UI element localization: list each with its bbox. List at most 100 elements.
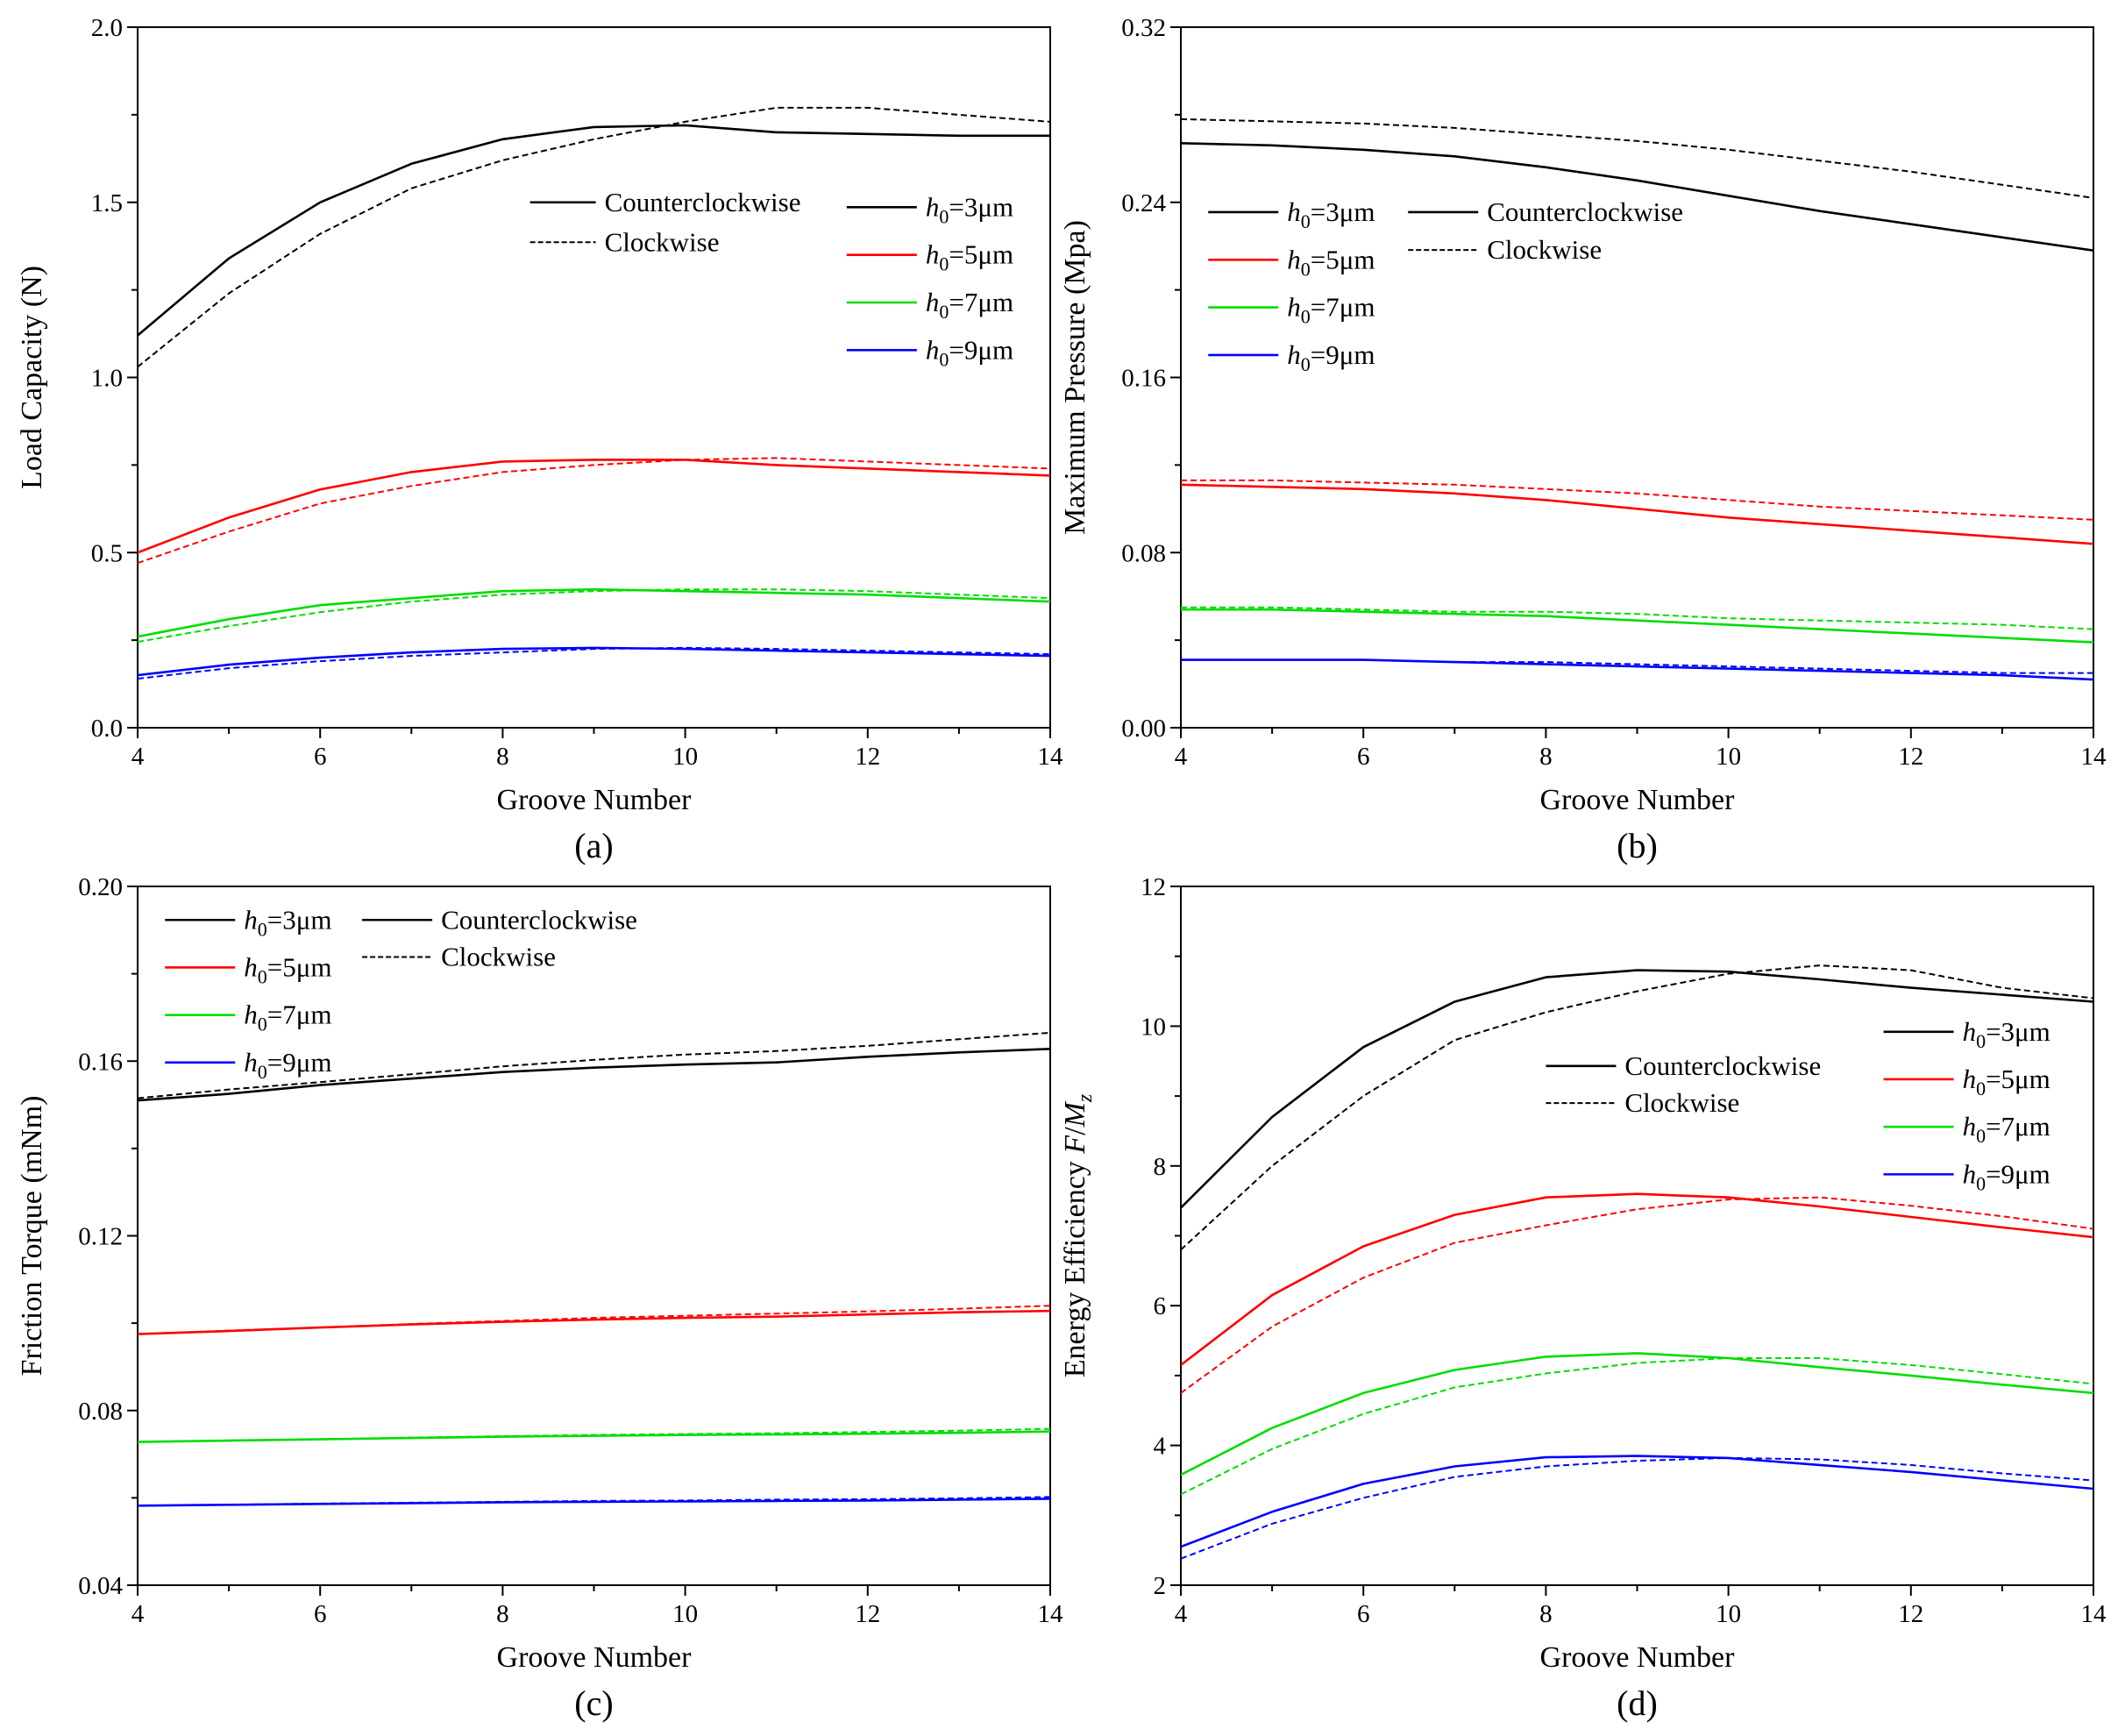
legend-entry-label: Clockwise xyxy=(441,941,556,971)
legend-var: h xyxy=(926,191,940,222)
legend-sub: 0 xyxy=(1976,1078,1986,1099)
y-tick-label: 10 xyxy=(1141,1013,1166,1041)
series-h0-5um-counterclockwise-line xyxy=(138,1309,1050,1335)
legend-sub: 0 xyxy=(258,918,267,940)
y-tick-label: 0.32 xyxy=(1121,14,1166,42)
legend-entry-label: h0=9μm xyxy=(244,1047,331,1083)
y-tick-label: 4 xyxy=(1154,1433,1167,1461)
series-h0-9um-counterclockwise-line xyxy=(1181,1455,2093,1548)
y-axis-title-sub: z xyxy=(1074,1093,1097,1103)
x-tick-label: 12 xyxy=(1898,743,1923,771)
legend-sub: 0 xyxy=(258,1014,267,1035)
legend-entry-label: h0=5μm xyxy=(926,239,1013,275)
series-h0-9um-clockwise-line xyxy=(138,646,1050,680)
x-tick-label: 6 xyxy=(314,1600,327,1628)
legend-entry-label: Clockwise xyxy=(1487,234,1602,265)
legend-var: h xyxy=(926,239,940,270)
series-h0-5um-counterclockwise-line xyxy=(1181,483,2093,545)
x-tick-label: 14 xyxy=(1038,1600,1064,1628)
y-tick-label: 0.16 xyxy=(1121,365,1166,393)
y-axis-title: Maximum Pressure (Mpa) xyxy=(1059,220,1091,535)
series-h0-5um-counterclockwise-line xyxy=(138,459,1050,554)
x-tick-label: 6 xyxy=(1357,743,1370,771)
y-tick-label: 12 xyxy=(1141,873,1166,901)
legend-var: h xyxy=(244,1000,258,1030)
legend-entry-label: Counterclockwise xyxy=(441,904,637,935)
legend-value: =3μm xyxy=(1986,1016,2050,1047)
legend-entry-label: h0=5μm xyxy=(1287,244,1375,280)
legend-value: =9μm xyxy=(267,1047,332,1078)
legend-sub: 0 xyxy=(1976,1172,1986,1194)
y-tick-label: 0.00 xyxy=(1121,715,1166,743)
x-tick-label: 6 xyxy=(1357,1600,1370,1628)
series-h0-5um-clockwise-line xyxy=(138,1305,1050,1335)
legend-var: h xyxy=(1287,244,1301,274)
legend-entry-label: h0=3μm xyxy=(926,191,1013,227)
legend-var: h xyxy=(244,951,258,982)
legend-value: =5μm xyxy=(949,239,1013,270)
x-tick-label: 4 xyxy=(131,743,145,771)
series-h0-7um-clockwise-line xyxy=(138,1427,1050,1443)
legend-var: h xyxy=(1963,1016,1977,1047)
x-tick-label: 8 xyxy=(496,1600,509,1628)
panel-a: 4 6 8 10 12 14 0.0 0.5 1.0 1.5 2.0 Groove Number (a)… xyxy=(16,14,1063,865)
series-h0-3um-clockwise-line xyxy=(1181,964,2093,1251)
x-tick-label: 10 xyxy=(1716,1600,1741,1628)
x-tick-label: 8 xyxy=(1539,1600,1553,1628)
legend-sub: 0 xyxy=(1976,1125,1986,1147)
y-axis-title-var: M xyxy=(1059,1100,1091,1128)
legend-entry-label: h0=3μm xyxy=(244,904,331,940)
y-tick-label: 2.0 xyxy=(91,14,123,42)
panel-label: (a) xyxy=(574,826,613,865)
y-tick-label: 0.24 xyxy=(1121,189,1166,217)
legend-var: h xyxy=(244,904,258,935)
legend-value: =7μm xyxy=(1986,1111,2050,1142)
plot-frame xyxy=(1180,26,2094,729)
y-tick-label: 1.5 xyxy=(91,189,123,217)
legend-var: h xyxy=(1963,1064,1977,1094)
legend-value: =3μm xyxy=(1311,196,1375,227)
series-h0-7um-clockwise-line xyxy=(1181,606,2093,630)
legend-var: h xyxy=(926,334,940,365)
legend-value: =3μm xyxy=(267,904,332,935)
legend-value: =5μm xyxy=(1986,1064,2050,1094)
x-tick-label: 10 xyxy=(1716,743,1741,771)
legend-value: =9μm xyxy=(949,334,1013,365)
y-tick-label: 0.08 xyxy=(78,1398,123,1426)
legend-var: h xyxy=(1963,1111,1977,1142)
panel-b: 4 6 8 10 12 14 0.00 0.08 0.16 0.24 0.32 Groove Numb… xyxy=(1059,14,2107,865)
legend-entry-label: Counterclockwise xyxy=(1624,1050,1821,1081)
y-axis-title-sep: / xyxy=(1059,1127,1091,1135)
y-tick-label: 0.12 xyxy=(78,1223,123,1251)
series-h0-9um-counterclockwise-line xyxy=(138,646,1050,677)
series-h0-9um-counterclockwise-line xyxy=(1181,658,2093,681)
x-tick-label: 8 xyxy=(496,743,509,771)
series-h0-5um-clockwise-line xyxy=(1181,1196,2093,1394)
y-tick-label: 0.08 xyxy=(1121,539,1166,567)
x-tick-label: 10 xyxy=(672,743,698,771)
x-tick-label: 12 xyxy=(1898,1600,1923,1628)
x-axis-title: Groove Number xyxy=(497,784,693,816)
x-tick-label: 12 xyxy=(855,1600,880,1628)
series-h0-7um-clockwise-line xyxy=(138,588,1050,644)
panel-label: (c) xyxy=(574,1683,613,1723)
x-tick-label: 6 xyxy=(314,743,327,771)
y-tick-label: 0.5 xyxy=(91,539,123,567)
x-tick-label: 14 xyxy=(2081,1600,2107,1628)
x-tick-label: 10 xyxy=(672,1600,698,1628)
plot-frame xyxy=(137,26,1051,729)
legend-entry-label: h0=9μm xyxy=(1963,1158,2050,1194)
legend-value: =7μm xyxy=(267,1000,332,1030)
panel-c: 4 6 8 10 12 14 0.04 0.08 0.12 0.16 0.20 Groove Numb… xyxy=(16,873,1063,1723)
plot-frame xyxy=(137,886,1051,1586)
legend-value: =7μm xyxy=(949,287,1013,317)
y-axis-title: Load Capacity (N) xyxy=(16,266,48,489)
legend-entry-label: h0=3μm xyxy=(1287,196,1375,232)
y-axis-title: Friction Torque (mNm) xyxy=(16,1096,48,1377)
legend-sub: 0 xyxy=(1976,1030,1986,1052)
series-h0-7um-counterclockwise-line xyxy=(138,587,1050,638)
series-h0-3um-clockwise-line xyxy=(138,106,1050,368)
series-h0-7um-counterclockwise-line xyxy=(1181,1352,2093,1476)
series-h0-3um-counterclockwise-line xyxy=(138,124,1050,337)
